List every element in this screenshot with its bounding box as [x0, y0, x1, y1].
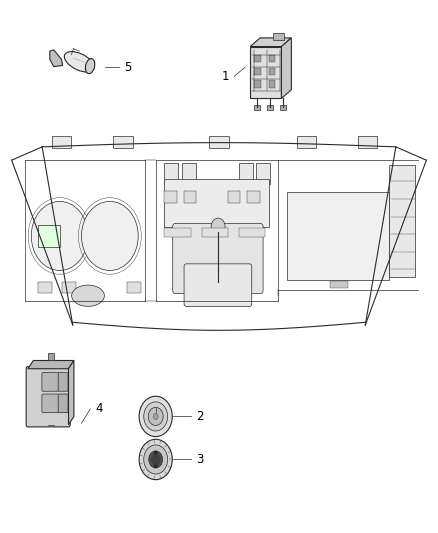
Bar [268, 68, 275, 75]
Bar [201, 228, 228, 237]
Polygon shape [50, 50, 63, 67]
Circle shape [211, 218, 225, 235]
Text: 2: 2 [196, 410, 203, 423]
Circle shape [139, 396, 172, 437]
Bar [239, 163, 253, 184]
Text: 1: 1 [222, 70, 229, 83]
Bar [358, 136, 377, 148]
Bar [62, 282, 76, 293]
Circle shape [149, 451, 162, 468]
Circle shape [144, 402, 168, 431]
Text: 5: 5 [124, 61, 131, 74]
Polygon shape [68, 360, 74, 425]
Bar [280, 106, 286, 110]
FancyBboxPatch shape [58, 373, 68, 391]
Bar [164, 228, 191, 237]
FancyBboxPatch shape [173, 223, 263, 294]
Bar [164, 163, 178, 184]
FancyBboxPatch shape [26, 367, 70, 427]
Circle shape [139, 439, 172, 480]
FancyBboxPatch shape [58, 394, 68, 413]
Circle shape [148, 407, 163, 425]
Circle shape [81, 201, 138, 270]
Circle shape [31, 201, 88, 270]
Bar [184, 191, 196, 203]
Circle shape [153, 414, 158, 419]
FancyBboxPatch shape [184, 264, 252, 306]
Bar [389, 165, 416, 277]
Bar [254, 68, 261, 75]
Polygon shape [250, 38, 291, 46]
Bar [209, 136, 229, 148]
Text: 3: 3 [196, 453, 203, 466]
Bar [330, 281, 348, 288]
Polygon shape [28, 360, 74, 369]
Bar [52, 136, 71, 148]
Circle shape [144, 445, 168, 474]
Bar [273, 33, 284, 39]
Bar [254, 106, 260, 110]
Ellipse shape [85, 59, 95, 74]
Bar [228, 191, 240, 203]
Text: 4: 4 [95, 402, 103, 415]
Bar [164, 191, 177, 203]
Bar [287, 192, 389, 280]
Bar [254, 80, 261, 88]
FancyBboxPatch shape [250, 46, 282, 99]
Polygon shape [153, 451, 158, 468]
Bar [268, 80, 275, 88]
Bar [182, 163, 196, 184]
Ellipse shape [72, 285, 104, 306]
Ellipse shape [64, 52, 94, 72]
Bar [239, 228, 265, 237]
Circle shape [151, 454, 160, 465]
Polygon shape [282, 38, 291, 99]
Bar [256, 163, 270, 184]
Bar [297, 136, 316, 148]
FancyBboxPatch shape [42, 394, 59, 413]
Bar [127, 282, 141, 293]
FancyBboxPatch shape [42, 373, 59, 391]
Bar [48, 353, 53, 360]
Bar [113, 136, 133, 148]
Bar [267, 106, 273, 110]
Bar [38, 282, 52, 293]
Bar [254, 55, 261, 62]
Bar [247, 191, 260, 203]
Bar [268, 55, 275, 62]
Bar [38, 225, 60, 247]
Bar [164, 179, 269, 227]
